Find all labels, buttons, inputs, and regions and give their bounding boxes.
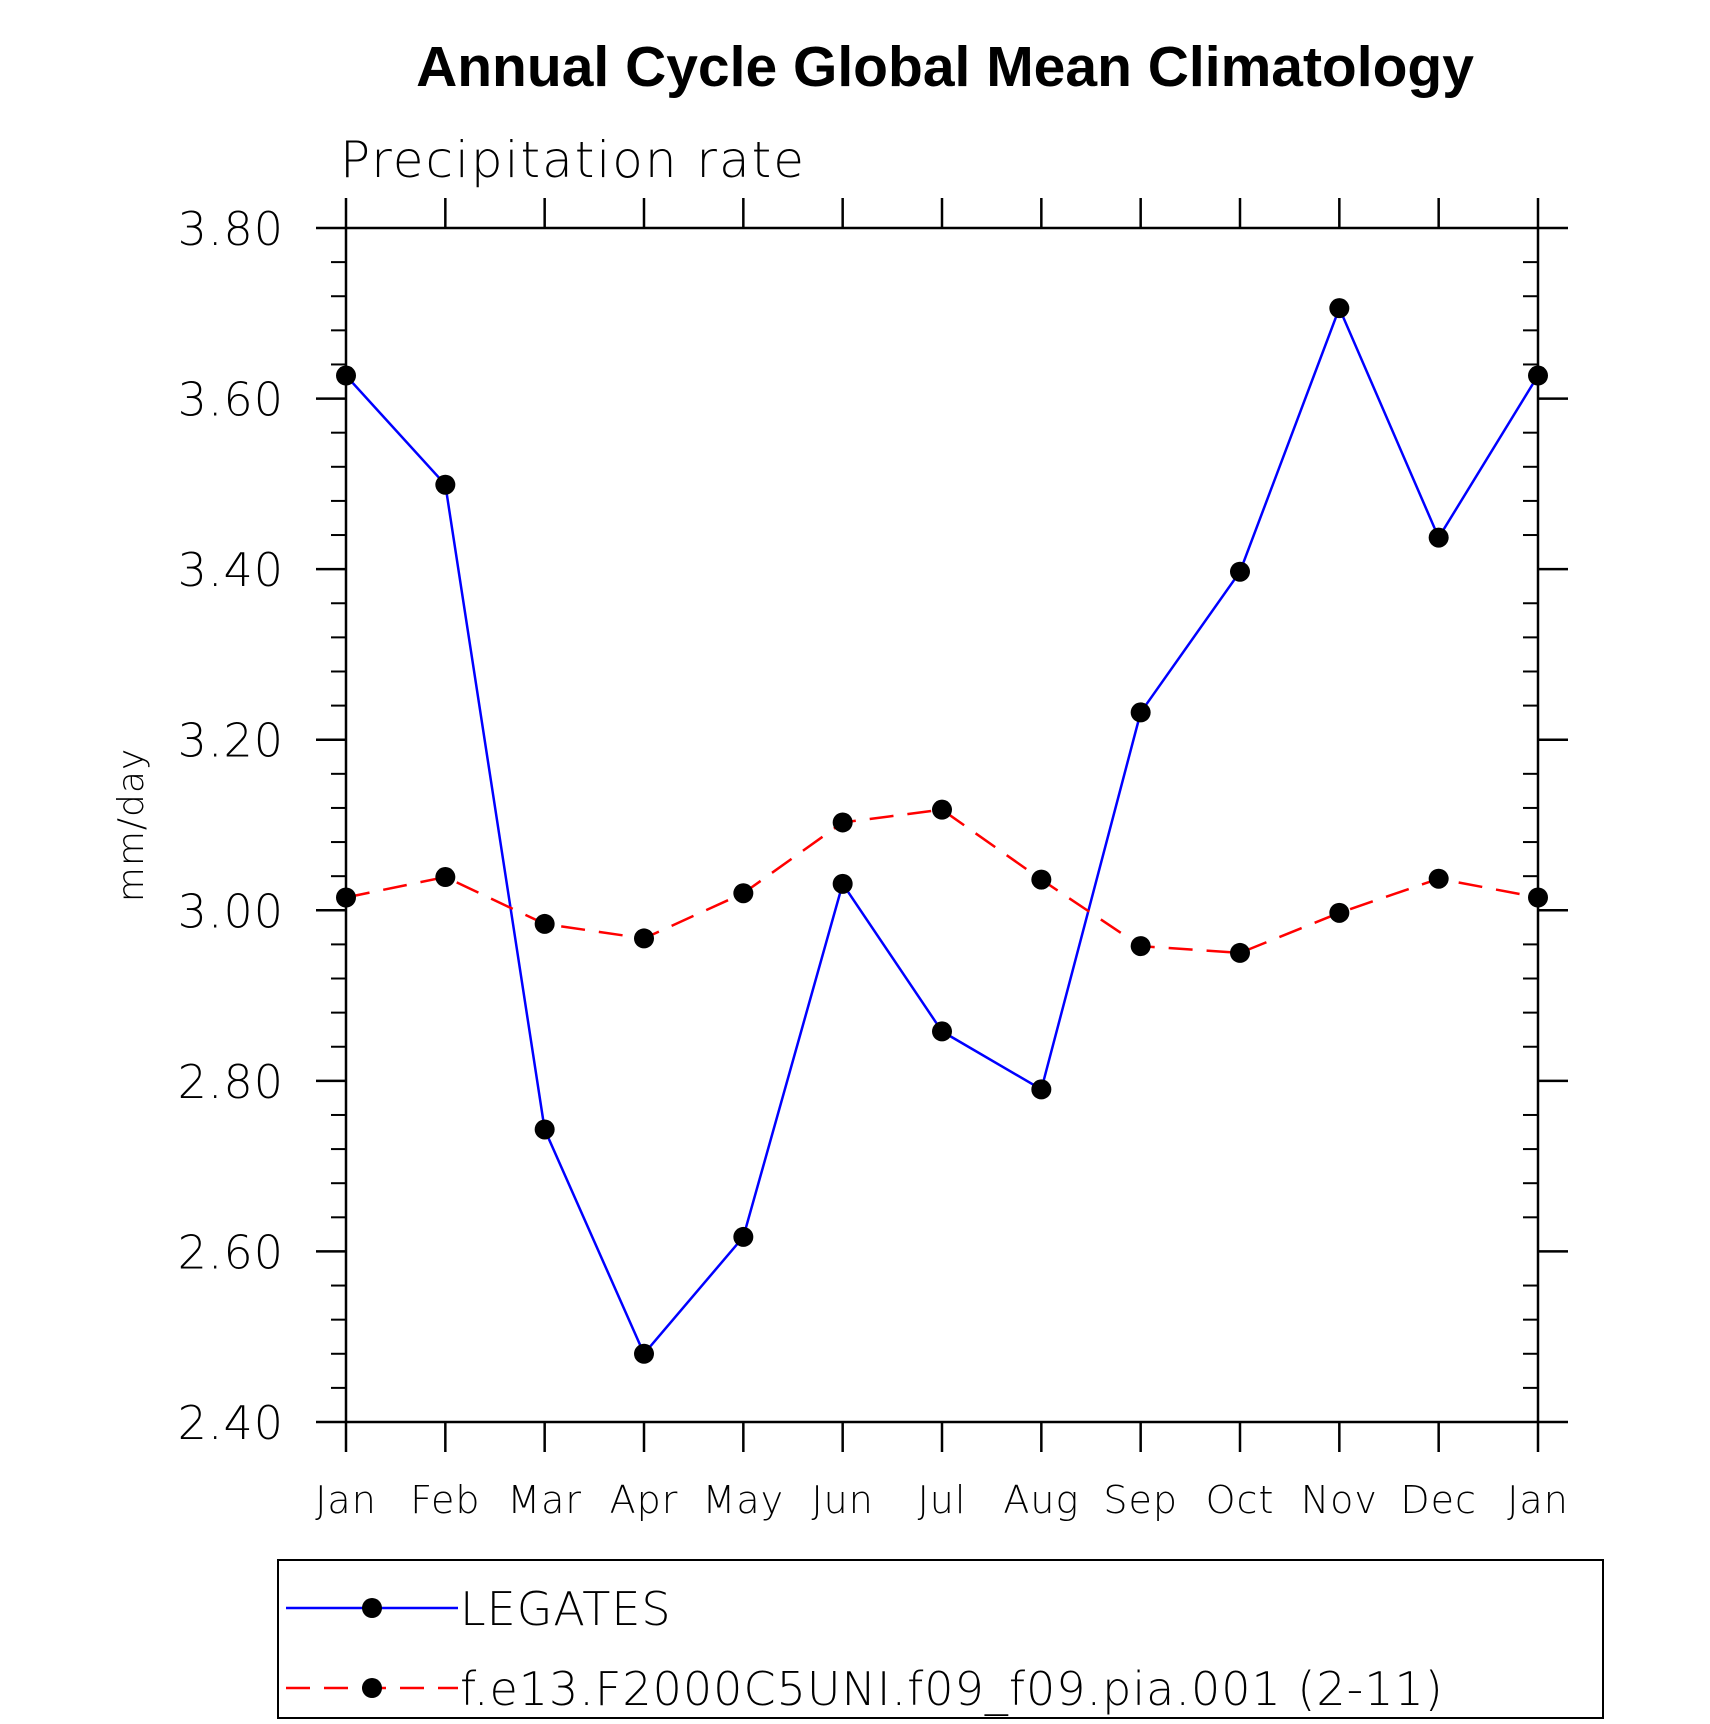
x-tick-label: Sep [1103,1478,1178,1522]
legend-marker-0 [362,1598,382,1618]
series-1-point [634,928,654,949]
y-tick-label: 3.40 [178,543,284,597]
series-0-point [832,873,853,894]
x-tick-label: Jan [315,1478,377,1522]
series-1-point [336,887,356,908]
chart-subtitle: Precipitation rate [340,131,806,189]
legend-label-1: f.e13.F2000C5UNI.f09_f09.pia.001 (2-11) [460,1662,1444,1716]
series-1-point [1130,936,1151,957]
series-0-point [634,1343,654,1364]
series-1-point [1031,869,1052,890]
series-1-point [1528,887,1548,908]
series-0-point [1230,561,1250,582]
chart-title: Annual Cycle Global Mean Climatology [416,35,1474,99]
legend: LEGATES f.e13.F2000C5UNI.f09_f09.pia.001 … [277,1559,1604,1719]
series-group [336,298,1548,1364]
x-tick-label: Apr [610,1478,679,1522]
series-1-point [733,883,754,904]
y-tick-label: 3.00 [178,884,284,938]
series-0-point [932,1021,952,1042]
x-tick-label: Jul [918,1478,967,1522]
x-tick-label: Nov [1301,1478,1378,1522]
series-1-point [534,913,555,934]
x-tick-label: Dec [1400,1478,1477,1522]
series-0-point [336,365,356,386]
x-ticks: Jan Feb Mar Apr May Jun Jul Aug Sep Oct Nov Dec Jan [315,198,1569,1522]
x-tick-label: Jan [1507,1478,1569,1522]
series-1-point [1428,868,1449,889]
x-tick-label: Oct [1206,1478,1275,1522]
series-0-point [1428,527,1449,548]
series-1-point [832,812,853,833]
legend-label-0: LEGATES [460,1582,672,1636]
y-tick-label: 3.60 [178,373,284,427]
y-tick-label: 2.80 [178,1055,284,1109]
series-1-point [435,867,456,888]
y-tick-label: 3.80 [178,202,284,256]
series-0-point [733,1226,754,1247]
y-axis-label: mm/day [111,748,152,902]
series-0-point [435,474,456,495]
series-0-point [1528,365,1548,386]
y-tick-label: 2.60 [178,1225,284,1279]
legend-box [277,1559,1604,1719]
x-tick-label: Aug [1003,1478,1079,1522]
plot-frame [344,226,1540,1424]
series-0-point [1130,702,1151,723]
series-0-point [1329,298,1350,319]
y-tick-label: 3.20 [178,714,284,768]
legend-marker-1 [362,1678,382,1698]
series-0-point [534,1119,555,1140]
y-ticks: 2.40 2.60 2.80 3.00 3.20 3.40 3.60 3.80 [178,202,1568,1450]
series-0-point [1031,1079,1052,1100]
x-tick-label: Jun [811,1478,873,1522]
x-tick-label: Feb [410,1478,480,1522]
series-line-0 [345,304,1540,1357]
series-1-point [932,799,952,820]
x-tick-label: May [703,1478,785,1522]
series-line-1 [345,808,1539,955]
series-1-point [1329,902,1350,923]
series-1-point [1230,942,1250,963]
x-tick-label: Mar [507,1478,582,1522]
y-tick-label: 2.40 [178,1396,284,1450]
